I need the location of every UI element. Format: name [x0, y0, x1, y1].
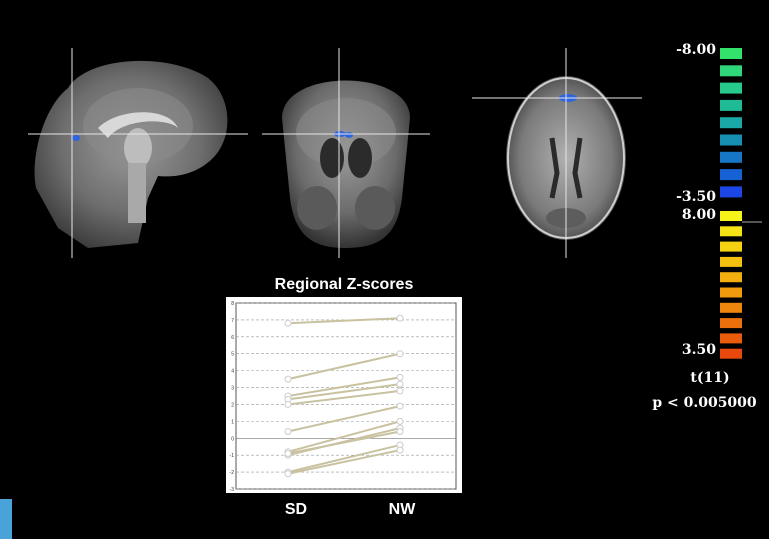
data-point — [396, 350, 404, 358]
series-line — [287, 383, 401, 401]
y-tick-label: 2 — [231, 402, 234, 408]
colorbar-swatch-negative — [720, 65, 742, 77]
colorbar-swatch-negative — [720, 151, 742, 163]
x-category-nw: NW — [388, 501, 416, 518]
colorbar-swatch-positive — [720, 272, 742, 283]
colorbar-positive-min: 3.50 — [681, 342, 716, 358]
data-point — [396, 417, 404, 425]
sagittal-brain-slice[interactable] — [28, 48, 248, 258]
y-tick-label: 4 — [231, 369, 234, 375]
chart-grid — [235, 302, 457, 490]
colorbar-swatch-negative — [720, 117, 742, 129]
colorbar-swatch-positive — [720, 333, 742, 344]
colorbar-negative-min: -3.50 — [676, 189, 716, 205]
y-tick-label: -2 — [230, 470, 235, 476]
colorbar-swatch-positive — [720, 348, 742, 359]
colorbar-swatch-negative — [720, 82, 742, 94]
series-line — [287, 317, 401, 325]
y-tick-label: 3 — [231, 386, 234, 392]
window-edge-strip — [0, 499, 12, 539]
y-tick-label: 5 — [231, 352, 234, 358]
data-point — [284, 319, 292, 327]
series-line — [287, 444, 401, 474]
colorbar-swatch-positive — [720, 211, 742, 221]
data-point — [284, 470, 292, 478]
series-line — [287, 352, 401, 381]
colorbar-swatch-positive — [720, 226, 742, 237]
data-point — [284, 428, 292, 436]
data-point — [396, 380, 404, 388]
series-line — [287, 420, 401, 453]
colorbar-swatch-negative — [720, 99, 742, 111]
coronal-brain-slice[interactable] — [262, 48, 430, 258]
z-score-chart-panel: -3 -2 -1 0 1 2 3 4 5 6 7 8 — [226, 297, 462, 493]
series-line — [287, 376, 401, 397]
chart-title: Regional Z-scores — [274, 276, 414, 293]
y-tick-label: 0 — [231, 436, 234, 442]
colorbar-swatch-negative — [720, 186, 742, 198]
axial-brain-slice[interactable] — [472, 48, 642, 258]
data-point — [284, 400, 292, 408]
data-point — [284, 375, 292, 383]
colorbar-swatch-positive — [720, 302, 742, 313]
data-point — [396, 446, 404, 454]
y-tick-label: 6 — [231, 335, 234, 341]
y-tick-label: 1 — [231, 419, 234, 425]
colorbar-swatch-positive — [720, 241, 742, 252]
data-point — [284, 449, 292, 457]
data-point — [396, 373, 404, 381]
y-tick-label: -1 — [230, 453, 235, 459]
colorbar-negative-max: -8.00 — [676, 42, 716, 58]
colorbar-swatch-positive — [720, 318, 742, 329]
series-line — [287, 405, 401, 433]
series-line — [287, 430, 401, 455]
colorbar-swatch-negative — [720, 134, 742, 146]
z-score-chart: -3 -2 -1 0 1 2 3 4 5 6 7 8 — [230, 301, 457, 493]
colorbar-positive-max: 8.00 — [681, 207, 716, 223]
colorbar-swatch-positive — [720, 256, 742, 267]
y-tick-label: 7 — [231, 318, 234, 324]
y-tick-label: 8 — [231, 301, 234, 307]
colorbar-swatch-positive — [720, 287, 742, 298]
data-point — [396, 428, 404, 436]
colorbar-swatch-negative — [720, 169, 742, 181]
data-point — [396, 387, 404, 395]
y-axis-ticks: -3 -2 -1 0 1 2 3 4 5 6 7 8 — [230, 301, 235, 493]
data-point — [396, 402, 404, 410]
y-tick-label: -3 — [230, 487, 235, 493]
colorbar-swatch-negative — [720, 48, 742, 59]
color-scale-bar — [720, 48, 762, 359]
series-line — [287, 389, 401, 406]
data-point — [396, 314, 404, 322]
threshold-label: p < 0.005000 — [652, 395, 757, 411]
series-line — [287, 449, 401, 475]
statistic-label: t(11) — [690, 370, 730, 386]
chart-series — [284, 314, 404, 478]
x-category-sd: SD — [284, 501, 308, 518]
